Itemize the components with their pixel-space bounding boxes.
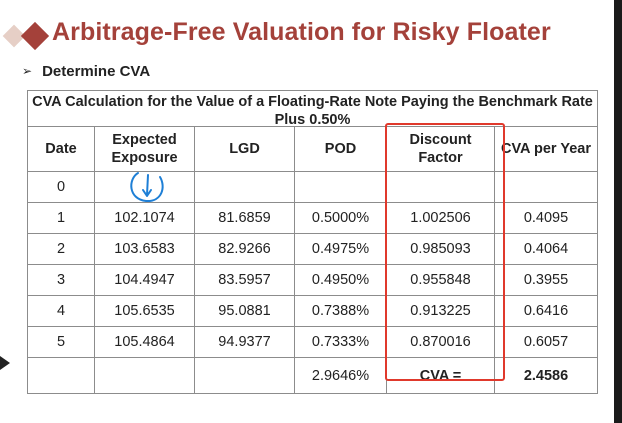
diamond-dark-icon [20, 21, 50, 51]
play-icon[interactable] [0, 356, 10, 370]
subhead: ➢ Determine CVA [22, 63, 150, 80]
cell-pod: 0.7388% [294, 295, 387, 327]
title-bar: Arbitrage-Free Valuation for Risky Float… [0, 10, 622, 56]
table-row: 5 105.4864 94.9377 0.7333% 0.870016 0.60… [27, 326, 598, 358]
cva-total: 2.4586 [494, 357, 598, 394]
cva-label: CVA = [386, 357, 495, 394]
arrow-bullet-icon: ➢ [22, 64, 33, 78]
subhead-text: Determine CVA [42, 63, 151, 80]
cell-expected-exposure [94, 171, 195, 203]
cell-expected-exposure: 105.6535 [94, 295, 195, 327]
table-caption: CVA Calculation for the Value of a Float… [27, 90, 598, 128]
header-discount-factor: Discount Factor [386, 126, 495, 172]
cell-date: 3 [27, 264, 95, 296]
pod-total: 2.9646% [294, 357, 387, 394]
cell-cva-per-year: 0.4095 [494, 202, 598, 234]
cell-cva-per-year: 0.6416 [494, 295, 598, 327]
cell-pod: 0.5000% [294, 202, 387, 234]
header-pod: POD [294, 126, 387, 172]
cell-date: 1 [27, 202, 95, 234]
cell-pod [294, 171, 387, 203]
cell-discount-factor [386, 171, 495, 203]
table-row: 1 102.1074 81.6859 0.5000% 1.002506 0.40… [27, 202, 598, 234]
cell-lgd: 82.9266 [194, 233, 295, 265]
cell-pod: 0.4975% [294, 233, 387, 265]
header-cva-per-year: CVA per Year [494, 126, 598, 172]
cell-cva-per-year [494, 171, 598, 203]
slide-title: Arbitrage-Free Valuation for Risky Float… [52, 18, 551, 46]
cell-cva-per-year: 0.6057 [494, 326, 598, 358]
cell-lgd: 95.0881 [194, 295, 295, 327]
table-row: 2 103.6583 82.9266 0.4975% 0.985093 0.40… [27, 233, 598, 265]
cell-date: 4 [27, 295, 95, 327]
cell-discount-factor: 0.955848 [386, 264, 495, 296]
cell-discount-factor: 1.002506 [386, 202, 495, 234]
cell-date: 2 [27, 233, 95, 265]
table-row: 4 105.6535 95.0881 0.7388% 0.913225 0.64… [27, 295, 598, 327]
table-row: 0 [27, 171, 598, 203]
cell-lgd [194, 171, 295, 203]
cell-expected-exposure: 102.1074 [94, 202, 195, 234]
header-date: Date [27, 126, 95, 172]
cell-cva-per-year: 0.4064 [494, 233, 598, 265]
summary-row: 2.9646% CVA = 2.4586 [27, 357, 598, 394]
cell-expected-exposure: 105.4864 [94, 326, 195, 358]
cell-expected-exposure: 104.4947 [94, 264, 195, 296]
header-expected-exposure: Expected Exposure [94, 126, 195, 172]
header-row: Date Expected Exposure LGD POD Discount … [27, 126, 598, 172]
header-lgd: LGD [194, 126, 295, 172]
cell-cva-per-year: 0.3955 [494, 264, 598, 296]
cell-lgd: 83.5957 [194, 264, 295, 296]
cell-discount-factor: 0.985093 [386, 233, 495, 265]
cva-table-container: CVA Calculation for the Value of a Float… [27, 90, 598, 394]
cell-expected-exposure: 103.6583 [94, 233, 195, 265]
cell-pod: 0.7333% [294, 326, 387, 358]
table-row: 3 104.4947 83.5957 0.4950% 0.955848 0.39… [27, 264, 598, 296]
cell-discount-factor: 0.870016 [386, 326, 495, 358]
cell-empty [27, 357, 95, 394]
cell-lgd: 94.9377 [194, 326, 295, 358]
cell-date: 5 [27, 326, 95, 358]
cva-table: CVA Calculation for the Value of a Float… [27, 90, 598, 394]
cell-date: 0 [27, 171, 95, 203]
cell-discount-factor: 0.913225 [386, 295, 495, 327]
cell-empty [94, 357, 195, 394]
cell-pod: 0.4950% [294, 264, 387, 296]
window-edge [614, 0, 622, 423]
cell-lgd: 81.6859 [194, 202, 295, 234]
cell-empty [194, 357, 295, 394]
